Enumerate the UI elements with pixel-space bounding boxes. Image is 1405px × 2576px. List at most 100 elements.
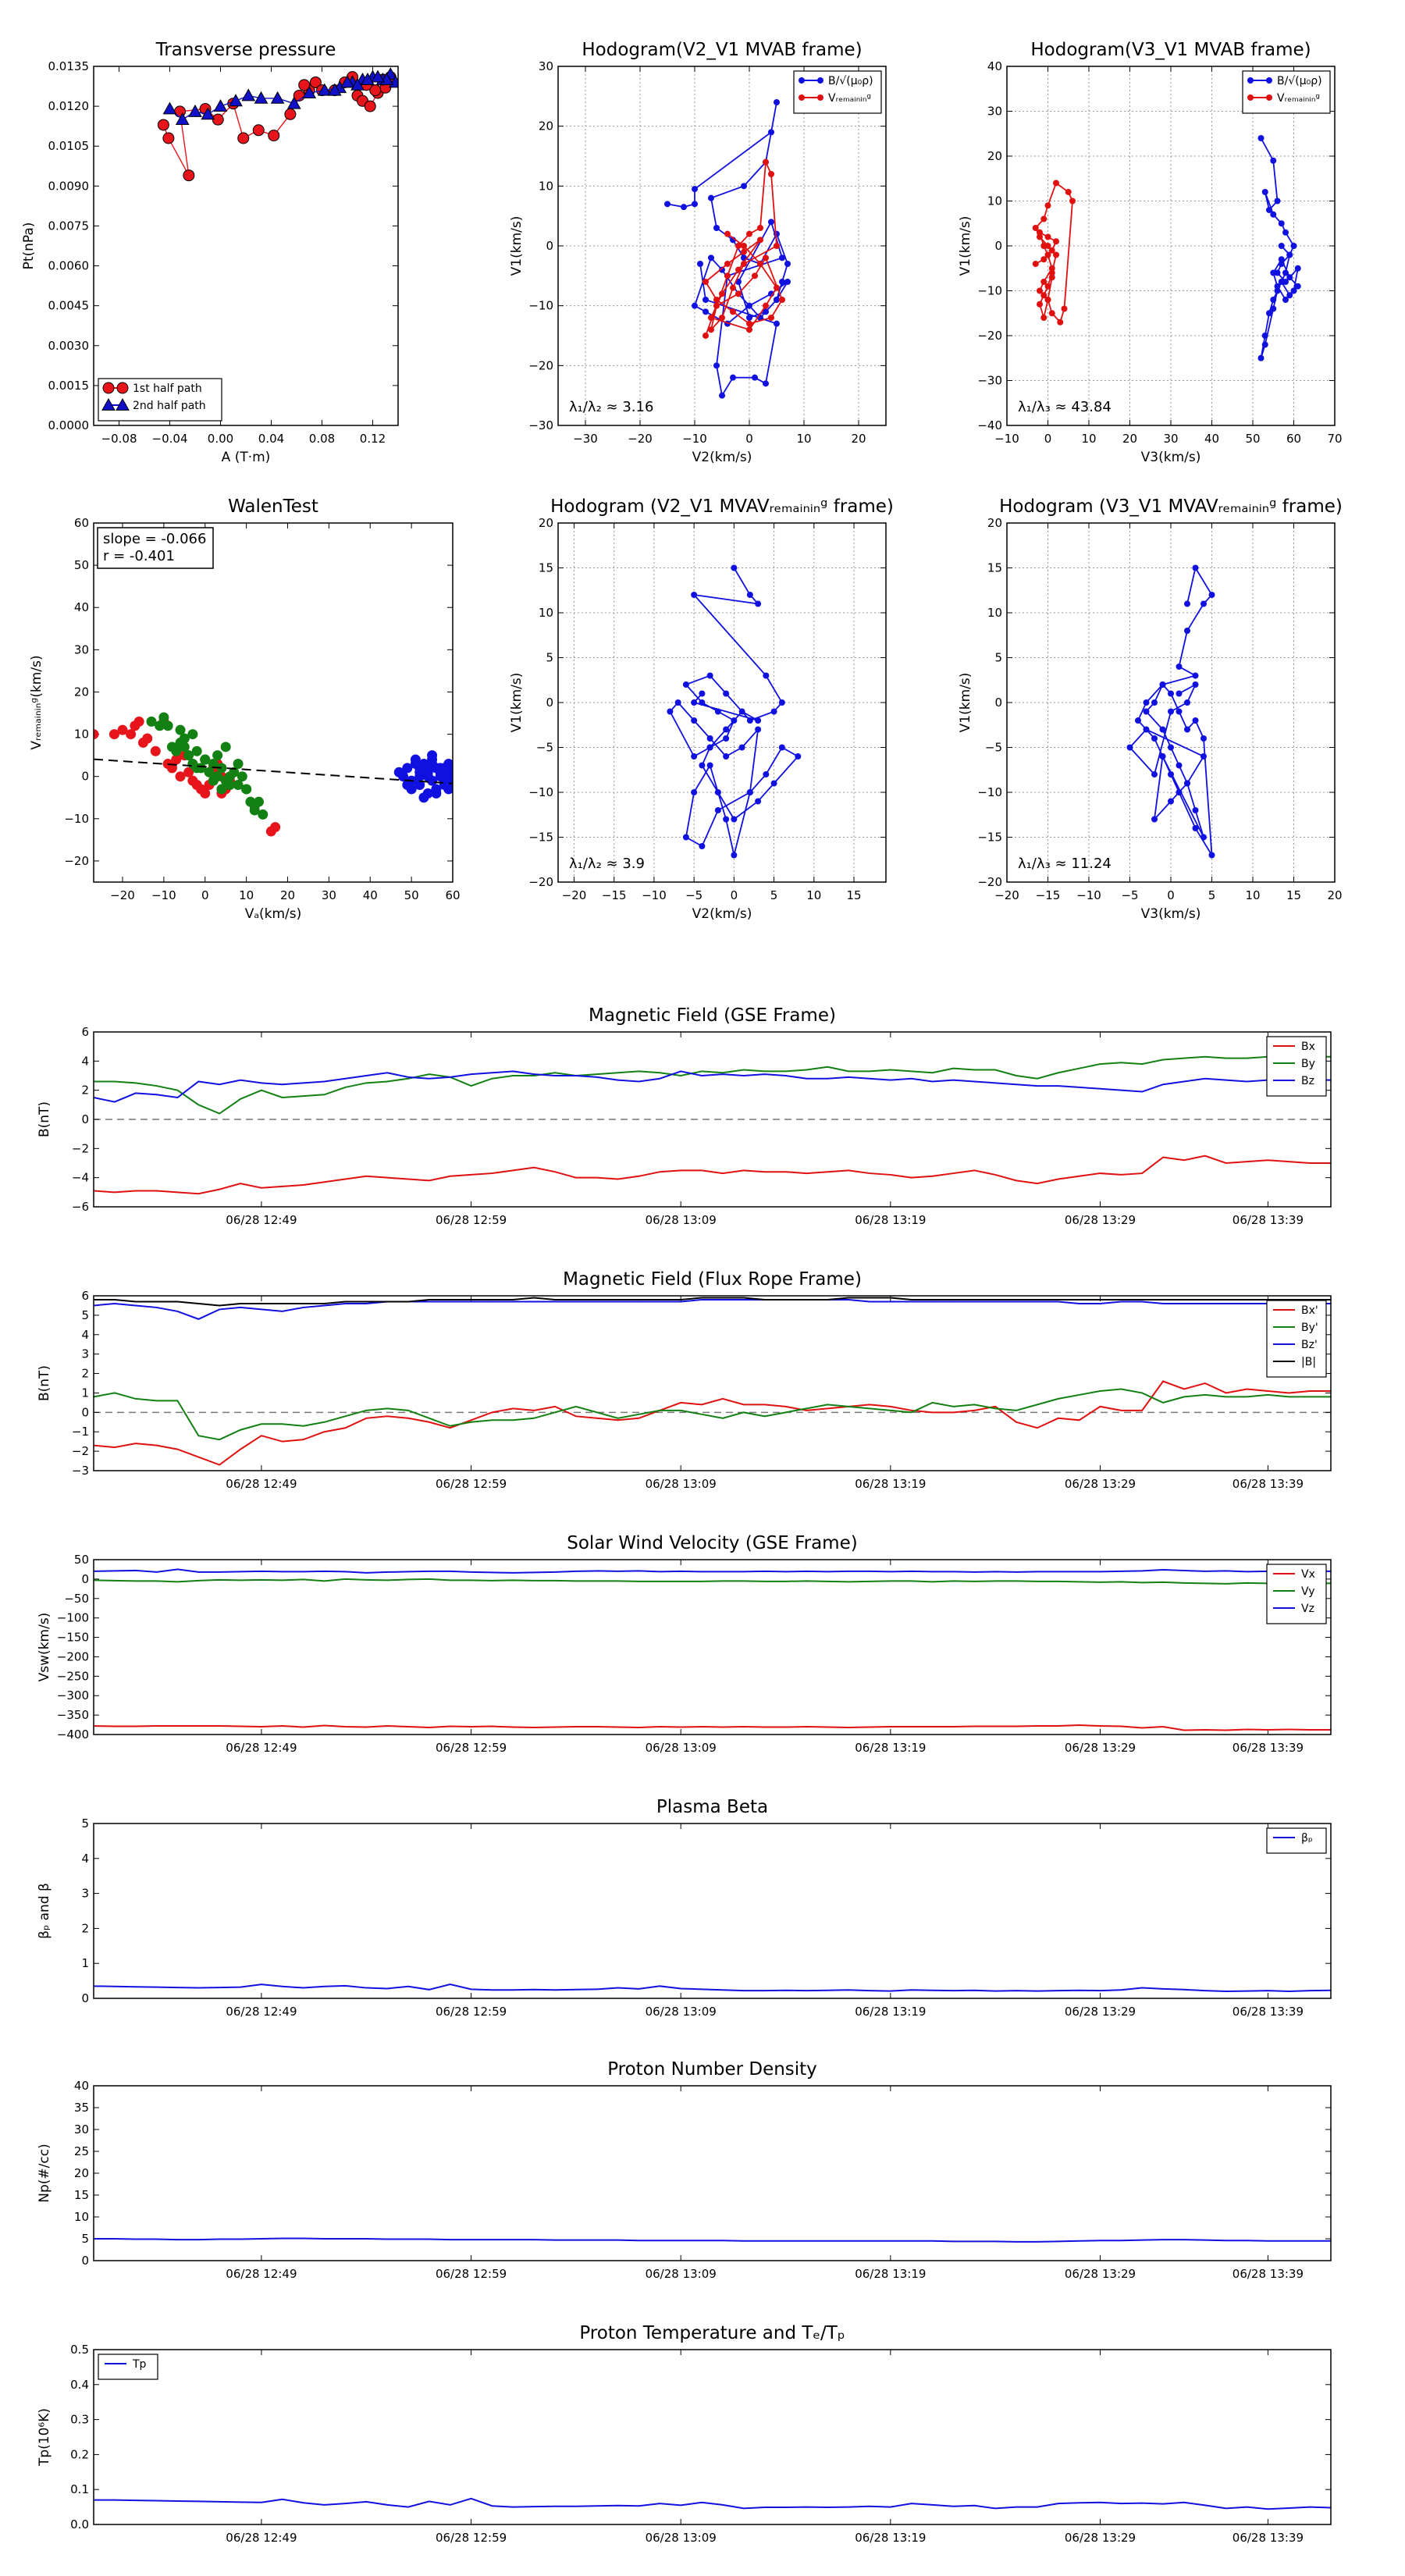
data-point bbox=[691, 717, 698, 724]
data-point bbox=[241, 784, 252, 795]
data-point bbox=[208, 775, 219, 786]
data-point bbox=[171, 754, 182, 765]
data-point bbox=[1278, 243, 1285, 249]
y-tick-label: −10 bbox=[64, 812, 89, 826]
chart-h2: Hodogram(V3_V1 MVAB frame) −40 −30 −20 −10 0 1… bbox=[958, 40, 1343, 465]
data-point bbox=[216, 763, 227, 774]
data-point bbox=[1135, 717, 1141, 724]
chart-title: WalenTest bbox=[228, 496, 318, 517]
data-point bbox=[774, 243, 780, 249]
data-point bbox=[713, 297, 720, 303]
y-axis-label: Pt(nPa) bbox=[21, 222, 37, 270]
data-point bbox=[699, 690, 706, 697]
series bbox=[1257, 135, 1301, 361]
y-tick-label: 10 bbox=[987, 194, 1002, 208]
y-tick-label: 6 bbox=[81, 1025, 89, 1039]
data-point bbox=[1040, 315, 1048, 321]
data-point bbox=[706, 744, 713, 751]
data-point bbox=[1151, 816, 1158, 823]
y-tick-label: −400 bbox=[57, 1727, 89, 1742]
x-tick-label: 06/28 12:49 bbox=[226, 2531, 297, 2545]
data-point bbox=[719, 392, 725, 399]
data-point bbox=[1270, 269, 1277, 276]
y-tick-label: 0 bbox=[81, 1991, 89, 2005]
y-tick-label: 0 bbox=[81, 2254, 89, 2268]
axes-frame bbox=[93, 1823, 1332, 1999]
y-tick-label: 2 bbox=[81, 1367, 89, 1381]
data-point bbox=[241, 88, 256, 101]
data-point bbox=[224, 780, 235, 791]
chart-mfr: Magnetic Field (Flux Rope Frame) −3 −2 −1 0 1… bbox=[37, 1269, 1332, 1491]
data-point bbox=[768, 315, 774, 321]
data-point bbox=[233, 758, 244, 769]
y-tick-label: −2 bbox=[72, 1141, 89, 1155]
data-point bbox=[1159, 726, 1166, 733]
y-tick-label: 0 bbox=[546, 239, 553, 253]
x-tick-label: 06/28 12:49 bbox=[226, 1213, 297, 1227]
data-point bbox=[1257, 135, 1264, 141]
data-point bbox=[237, 132, 250, 144]
x-tick-label: 0.08 bbox=[309, 432, 335, 446]
y-tick-label: −250 bbox=[57, 1669, 89, 1683]
x-tick-label: 06/28 13:29 bbox=[1065, 1213, 1136, 1227]
chart-pb: Plasma Beta 0 1 2 3 4 5 06/28 12:49 06/28 12:59 0… bbox=[37, 1797, 1332, 2019]
fit-line bbox=[94, 758, 453, 785]
legend: B/√(μ₀ρ) Vᵣₑₘₐᵢₙᵢₙᵍ bbox=[793, 70, 882, 114]
y-tick-label: 20 bbox=[74, 2166, 89, 2180]
y-tick-label: 0.0090 bbox=[48, 179, 90, 193]
x-tick-label: 06/28 12:59 bbox=[436, 1477, 507, 1491]
data-point bbox=[108, 729, 119, 740]
data-point bbox=[220, 742, 231, 753]
x-tick-label: 06/28 12:59 bbox=[436, 2005, 507, 2019]
data-point bbox=[410, 754, 421, 765]
data-point bbox=[738, 708, 745, 715]
series bbox=[94, 2497, 1331, 2510]
data-point bbox=[158, 712, 169, 723]
y-tick-label: 0 bbox=[994, 239, 1002, 253]
data-point bbox=[1184, 726, 1190, 733]
data-point bbox=[1048, 310, 1055, 317]
series bbox=[94, 1388, 1331, 1441]
data-point bbox=[702, 308, 709, 315]
legend-label: By' bbox=[1301, 1322, 1318, 1334]
series-line bbox=[94, 2237, 1331, 2243]
y-tick-label: 40 bbox=[74, 2079, 89, 2093]
data-point bbox=[681, 204, 687, 211]
data-point bbox=[309, 76, 322, 88]
data-point bbox=[664, 201, 670, 208]
data-point bbox=[126, 729, 137, 740]
x-tick-label: 30 bbox=[322, 888, 336, 902]
y-tick-label: −30 bbox=[977, 374, 1002, 388]
data-point bbox=[200, 754, 211, 765]
legend-label: Bx bbox=[1301, 1041, 1315, 1053]
y-tick-label: 10 bbox=[74, 2210, 89, 2224]
data-point bbox=[1184, 780, 1190, 787]
data-point bbox=[1151, 699, 1158, 706]
data-point bbox=[674, 699, 681, 706]
data-point bbox=[1057, 318, 1064, 326]
y-tick-label: 0.0105 bbox=[48, 139, 90, 153]
y-axis-label: Vsw(km/s) bbox=[37, 1613, 52, 1682]
x-tick-label: −30 bbox=[573, 432, 598, 446]
data-point bbox=[755, 717, 762, 724]
data-point bbox=[731, 564, 738, 571]
x-tick-label: 06/28 13:09 bbox=[646, 2531, 717, 2545]
y-tick-label: 3 bbox=[81, 1347, 89, 1361]
axes-frame bbox=[93, 2085, 1332, 2261]
x-tick-label: 0 bbox=[745, 432, 753, 446]
x-tick-label: −20 bbox=[110, 888, 135, 902]
x-tick-label: 10 bbox=[1245, 888, 1260, 902]
axes-frame bbox=[557, 522, 887, 883]
annotation: λ₁/λ₂ ≈ 3.9 bbox=[569, 856, 645, 872]
data-point bbox=[799, 94, 805, 101]
x-tick-label: 40 bbox=[1204, 432, 1219, 446]
series-line bbox=[94, 1388, 1331, 1441]
data-point bbox=[1286, 274, 1293, 281]
x-tick-label: 15 bbox=[846, 888, 861, 902]
series-line bbox=[94, 1578, 1331, 1585]
data-point bbox=[723, 753, 730, 760]
legend-box bbox=[1242, 70, 1331, 114]
data-point bbox=[702, 297, 709, 303]
x-tick-label: 10 bbox=[1081, 432, 1096, 446]
